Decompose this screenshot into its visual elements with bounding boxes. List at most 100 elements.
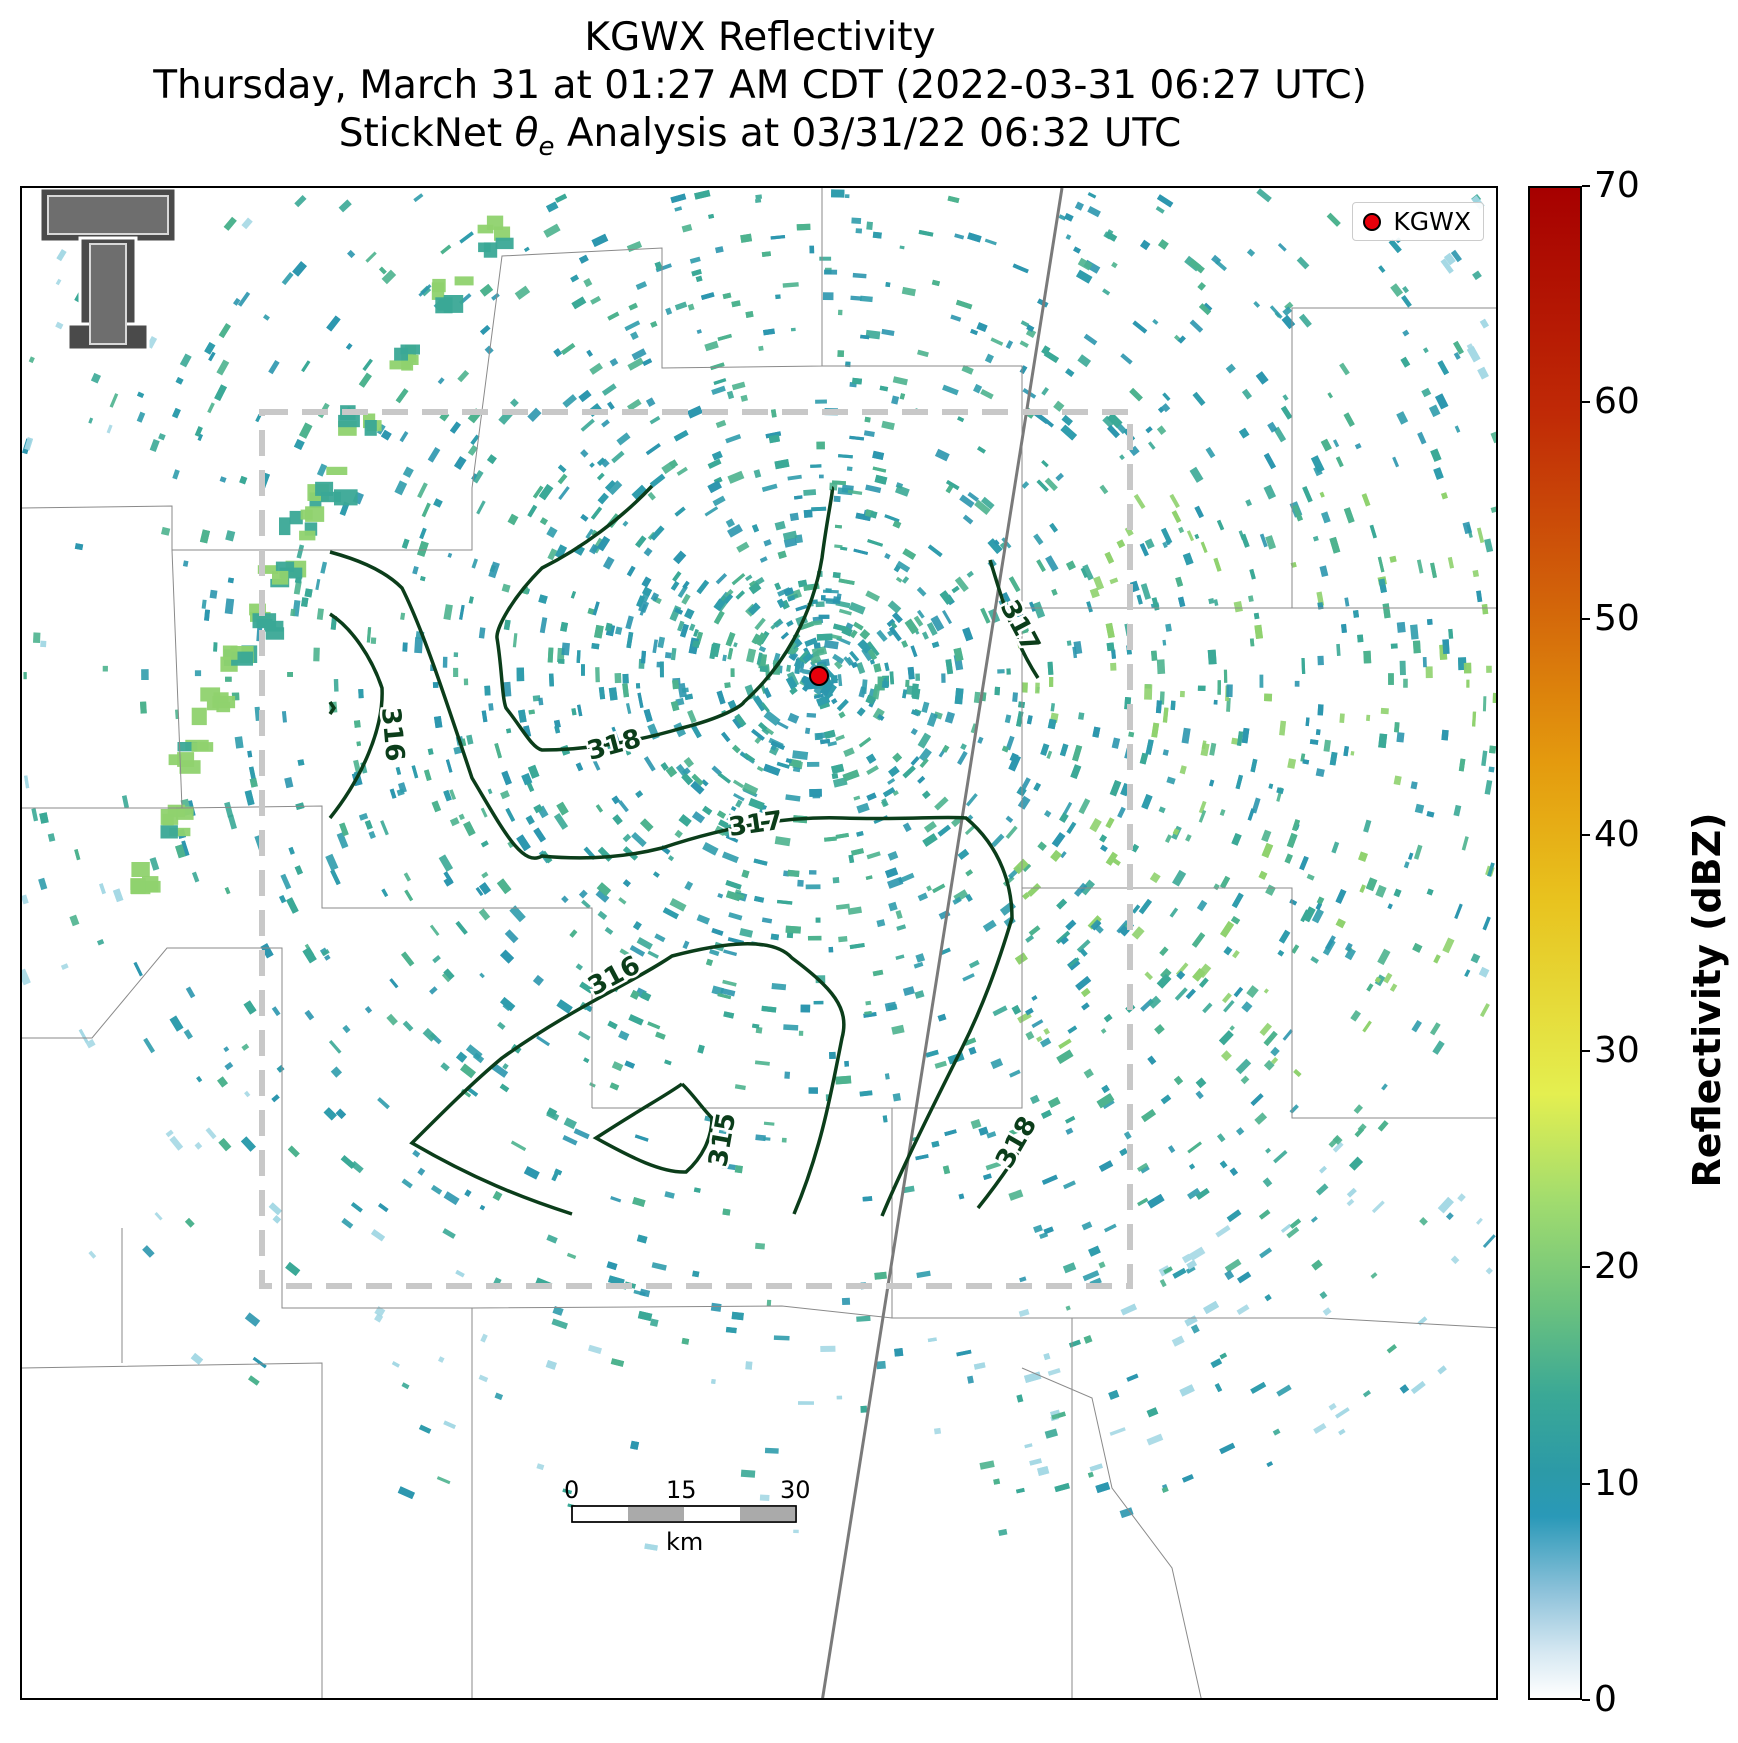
echo-cell — [1366, 983, 1374, 992]
echo-cell — [761, 917, 773, 924]
echo-cell — [727, 647, 734, 660]
colorbar-tick-label: 50 — [1594, 597, 1640, 639]
echo-cell — [770, 740, 785, 750]
radar-map[interactable]: 316 318 317 317 316 315 318 0 15 30 km — [20, 186, 1498, 1700]
echo-cell — [865, 329, 881, 340]
echo-cell — [518, 709, 527, 723]
echo-cell — [816, 441, 825, 450]
echo-cell — [1096, 1093, 1115, 1109]
echo-cell — [1077, 257, 1093, 271]
echo-cell — [687, 405, 703, 419]
echo-cell — [504, 929, 519, 944]
state-line — [1021, 1367, 1202, 1698]
echo-cell — [1226, 697, 1231, 712]
echo-cell — [1282, 306, 1293, 317]
echo-cell — [967, 1375, 974, 1384]
echo-cell — [364, 1006, 373, 1014]
scale-unit: km — [666, 1528, 703, 1556]
echo-cell — [1198, 809, 1207, 823]
echo-cell — [1282, 1029, 1293, 1041]
echo-cell — [1138, 898, 1152, 915]
echo-cell — [507, 513, 519, 526]
echo-cell — [865, 1000, 872, 1006]
highway-line — [821, 188, 1064, 1698]
echo-cell — [1056, 898, 1068, 910]
echo-cell — [930, 615, 945, 632]
echo-cell — [597, 846, 613, 862]
echo-cell — [820, 595, 826, 601]
echo-cell — [980, 607, 991, 624]
echo-cell — [575, 963, 583, 971]
echo-cell — [805, 884, 821, 890]
echo-cell — [1332, 1134, 1343, 1145]
echo-cell — [947, 195, 960, 204]
echo-cell — [418, 1424, 432, 1434]
echo-cell — [99, 883, 106, 895]
echo-cell — [865, 590, 880, 602]
echo-cell — [733, 642, 738, 648]
echo-cell — [670, 647, 677, 661]
echo-cell — [770, 409, 777, 418]
echo-cell — [1061, 414, 1073, 426]
echo-cell — [139, 701, 147, 714]
echo-cell — [1472, 270, 1482, 281]
echo-cell — [763, 763, 781, 776]
echo-cell — [1065, 560, 1076, 571]
echo-cell — [1036, 1036, 1043, 1043]
echo-cell — [1289, 1104, 1299, 1114]
echo-cell — [1213, 599, 1219, 606]
echo-cell — [860, 334, 870, 340]
echo-cell — [350, 1202, 363, 1213]
title-line-1: KGWX Reflectivity — [584, 15, 936, 60]
echo-cell — [1117, 806, 1126, 819]
echo-cell — [24, 775, 30, 789]
echo-cell — [965, 893, 973, 902]
echo-cell — [951, 585, 960, 594]
echo-cell — [1081, 987, 1091, 998]
echo-cell — [1178, 526, 1185, 534]
echo-cell — [501, 583, 511, 593]
echo-cell — [1320, 438, 1332, 452]
echo-cell — [906, 685, 914, 695]
echo-cell — [825, 588, 832, 593]
echo-cell — [1107, 229, 1114, 235]
echo-cell — [682, 580, 690, 589]
echo-cell — [516, 667, 525, 682]
echo-cell — [985, 1161, 1002, 1171]
echo-cell — [1410, 781, 1418, 790]
echo-cell — [1417, 431, 1427, 445]
echo-cell — [968, 1046, 977, 1055]
echo-cell — [835, 734, 845, 742]
echo-cell — [711, 927, 724, 936]
echo-cell — [1339, 362, 1350, 376]
echo-cell — [938, 749, 946, 758]
echo-cell — [618, 800, 629, 813]
echo-cell — [956, 1349, 972, 1357]
echo-cell — [1107, 412, 1123, 429]
echo-cell — [234, 736, 244, 749]
echo-cell — [1331, 841, 1340, 854]
echo-cell — [255, 413, 262, 423]
echo-cell — [915, 673, 921, 681]
echo-cell — [1078, 712, 1085, 720]
echo-cell — [1335, 1407, 1350, 1419]
echo-cell — [1432, 1040, 1445, 1055]
echo-cell — [681, 223, 693, 233]
echo-cell — [747, 602, 761, 616]
echo-cell — [1103, 1223, 1117, 1233]
echo-cell — [803, 489, 817, 496]
echo-cell — [443, 789, 452, 802]
echo-cell — [876, 629, 888, 642]
echo-cell — [755, 632, 767, 647]
echo-cell — [1073, 882, 1088, 897]
echo-cell — [1479, 318, 1489, 329]
echo-cell — [458, 813, 465, 821]
echo-cell — [47, 833, 56, 842]
echo-cell — [571, 296, 587, 310]
echo-cell — [867, 641, 880, 657]
echo-cell — [681, 687, 689, 693]
echo-cell — [802, 668, 811, 675]
echo-cell — [301, 360, 311, 373]
echo-cell — [169, 1135, 184, 1151]
echo-cell — [763, 687, 772, 699]
